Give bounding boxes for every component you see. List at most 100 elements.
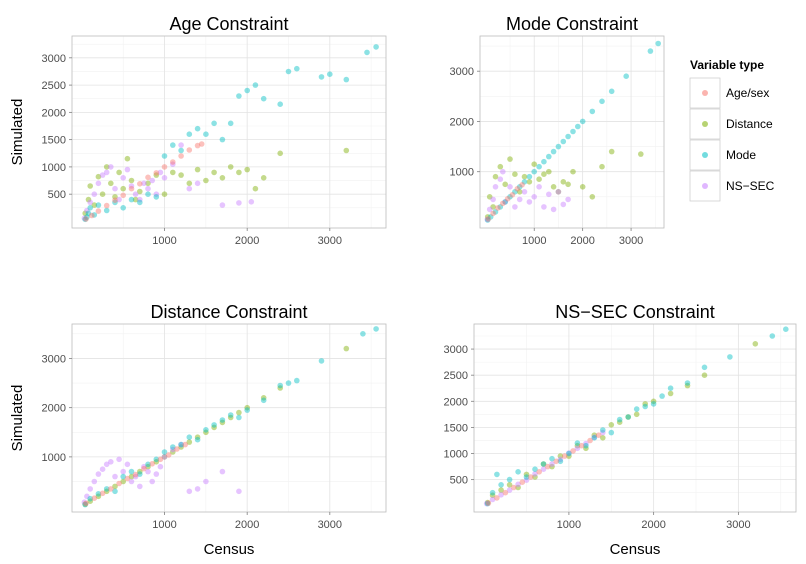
point-nssec <box>497 176 504 182</box>
point-mode <box>583 442 589 449</box>
point-agesex <box>502 489 509 496</box>
panel-1: 1000 2000 3000 500 1000 1500 2000 2500 3000 Age C… <box>9 14 387 247</box>
point-nssec <box>99 466 106 473</box>
point-mode <box>145 191 151 197</box>
point-nssec <box>532 471 538 477</box>
point-nssec <box>186 488 193 495</box>
point-distance <box>343 147 350 154</box>
x-tick-label: 2000 <box>235 519 259 531</box>
point-agesex <box>153 170 160 176</box>
point-distance <box>536 176 542 182</box>
point-mode <box>623 73 629 79</box>
point-distance <box>497 163 504 170</box>
point-nssec <box>523 477 530 483</box>
y-tick-label: 1000 <box>42 162 66 174</box>
point-agesex <box>83 500 89 507</box>
point-agesex <box>519 182 525 188</box>
point-nssec <box>489 496 496 503</box>
point-distance <box>124 155 131 162</box>
point-nssec <box>103 169 110 176</box>
point-nssec <box>120 175 126 181</box>
point-mode <box>565 133 571 140</box>
point-nssec <box>566 450 572 456</box>
point-distance <box>252 185 259 192</box>
x-tick-label: 3000 <box>726 519 750 531</box>
point-mode <box>783 326 789 333</box>
x-axis-title: Census <box>610 541 661 558</box>
point-distance <box>555 189 562 195</box>
point-nssec <box>536 184 542 190</box>
point-nssec <box>145 468 151 475</box>
point-mode <box>550 148 557 155</box>
point-agesex <box>132 471 139 478</box>
point-mode <box>373 44 379 50</box>
point-nssec <box>149 478 155 485</box>
point-mode <box>684 380 691 386</box>
point-nssec <box>486 206 493 213</box>
point-distance <box>227 164 234 170</box>
point-distance <box>161 454 168 460</box>
point-distance <box>244 404 250 411</box>
point-nssec <box>91 478 98 485</box>
point-distance <box>507 156 513 162</box>
point-mode <box>659 393 665 399</box>
legend-item-nssec: NS−SEC <box>689 170 775 202</box>
y-tick-label: 3000 <box>42 353 66 365</box>
panel-4: 1000 2000 3000 500 1000 1500 2000 2500 3000 NS−SE… <box>444 302 797 558</box>
point-distance <box>638 151 644 157</box>
point-nssec <box>95 471 102 477</box>
point-mode <box>566 450 572 457</box>
point-mode <box>487 214 494 220</box>
point-mode <box>252 82 259 88</box>
point-mode <box>650 401 657 407</box>
point-agesex <box>194 142 201 149</box>
y-tick-label: 2000 <box>42 107 66 119</box>
point-agesex <box>519 479 526 486</box>
point-mode <box>211 422 217 428</box>
point-nssec <box>546 191 552 198</box>
point-nssec <box>500 168 506 175</box>
point-agesex <box>553 458 559 465</box>
point-distance <box>91 202 98 208</box>
point-agesex <box>178 153 184 159</box>
point-mode <box>769 333 776 339</box>
point-distance <box>219 175 226 181</box>
point-mode <box>103 486 110 492</box>
point-mode <box>364 49 370 56</box>
point-nssec <box>81 215 88 221</box>
point-distance <box>540 461 547 467</box>
y-tick-label: 1000 <box>444 449 468 461</box>
point-nssec <box>112 473 118 480</box>
point-distance <box>161 191 168 197</box>
point-nssec <box>506 487 513 493</box>
point-mode <box>575 123 581 130</box>
y-tick-label: 1000 <box>42 452 66 464</box>
point-nssec <box>194 486 201 492</box>
point-mode <box>484 217 491 223</box>
point-nssec <box>236 200 242 206</box>
point-agesex <box>137 181 143 187</box>
point-distance <box>277 150 284 157</box>
panel-border <box>473 323 797 513</box>
x-tick-label: 3000 <box>619 235 643 247</box>
point-distance <box>570 168 576 175</box>
point-distance <box>186 439 193 445</box>
point-distance <box>203 177 209 184</box>
point-mode <box>194 125 201 132</box>
point-distance <box>95 493 102 500</box>
point-nssec <box>560 201 567 208</box>
point-agesex <box>536 469 542 475</box>
point-agesex <box>511 484 517 491</box>
point-mode <box>318 74 325 80</box>
point-distance <box>541 171 547 177</box>
point-nssec <box>219 202 226 208</box>
point-agesex <box>124 475 131 482</box>
point-distance <box>591 432 598 439</box>
point-agesex <box>161 164 168 170</box>
point-mode <box>87 495 93 502</box>
point-mode <box>574 440 581 446</box>
point-distance <box>145 180 151 187</box>
point-nssec <box>91 191 98 197</box>
point-agesex <box>116 480 122 487</box>
point-agesex <box>495 205 501 211</box>
